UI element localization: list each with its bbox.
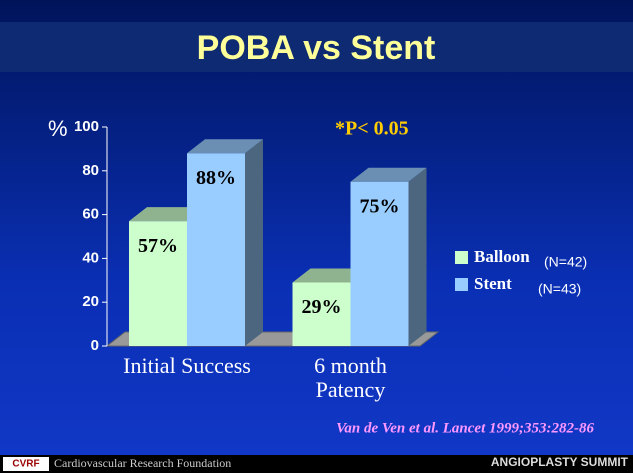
y-tick-label: 0 bbox=[91, 337, 99, 354]
value-label: 88% bbox=[196, 167, 236, 189]
y-tick-label: 100 bbox=[74, 118, 99, 135]
legend-n: (N=43) bbox=[538, 281, 581, 297]
bar bbox=[292, 282, 351, 346]
footer-event: ANGIOPLASTY SUMMIT bbox=[491, 455, 629, 469]
legend-label: Balloon bbox=[474, 247, 530, 266]
value-label: 29% bbox=[302, 296, 342, 318]
legend-swatch bbox=[455, 278, 468, 291]
value-label: 57% bbox=[138, 235, 178, 257]
y-tick-label: 80 bbox=[82, 162, 99, 179]
citation: Van de Ven et al. Lancet 1999;353:282-86 bbox=[336, 420, 594, 436]
bar-side bbox=[245, 139, 263, 346]
footer-logo: CVRF bbox=[12, 459, 39, 470]
annotation: *P< 0.05 bbox=[335, 118, 409, 140]
footer-bar bbox=[0, 455, 633, 473]
bar bbox=[350, 181, 409, 346]
bar-side bbox=[408, 167, 427, 346]
title-band bbox=[0, 22, 633, 72]
y-axis-label: % bbox=[48, 116, 68, 141]
bar-top bbox=[129, 207, 205, 222]
bar-top bbox=[350, 167, 427, 182]
y-tick-label: 20 bbox=[82, 293, 99, 310]
y-tick-label: 40 bbox=[82, 249, 99, 266]
x-tick-label: Initial Success bbox=[123, 353, 251, 378]
x-tick-label: 6 month Patency bbox=[314, 353, 387, 402]
legend-n: (N=42) bbox=[544, 254, 587, 270]
chart-title: POBA vs Stent bbox=[197, 29, 436, 67]
bar bbox=[129, 221, 187, 346]
footer-organization: Cardiovascular Research Foundation bbox=[54, 456, 231, 470]
legend-swatch bbox=[455, 251, 468, 264]
value-label: 75% bbox=[360, 195, 400, 217]
bar-top bbox=[292, 268, 369, 283]
legend-label: Stent bbox=[474, 274, 512, 293]
logo-box bbox=[3, 457, 49, 471]
bar-top bbox=[187, 139, 263, 154]
bar bbox=[187, 153, 245, 346]
y-tick-label: 60 bbox=[82, 206, 99, 223]
